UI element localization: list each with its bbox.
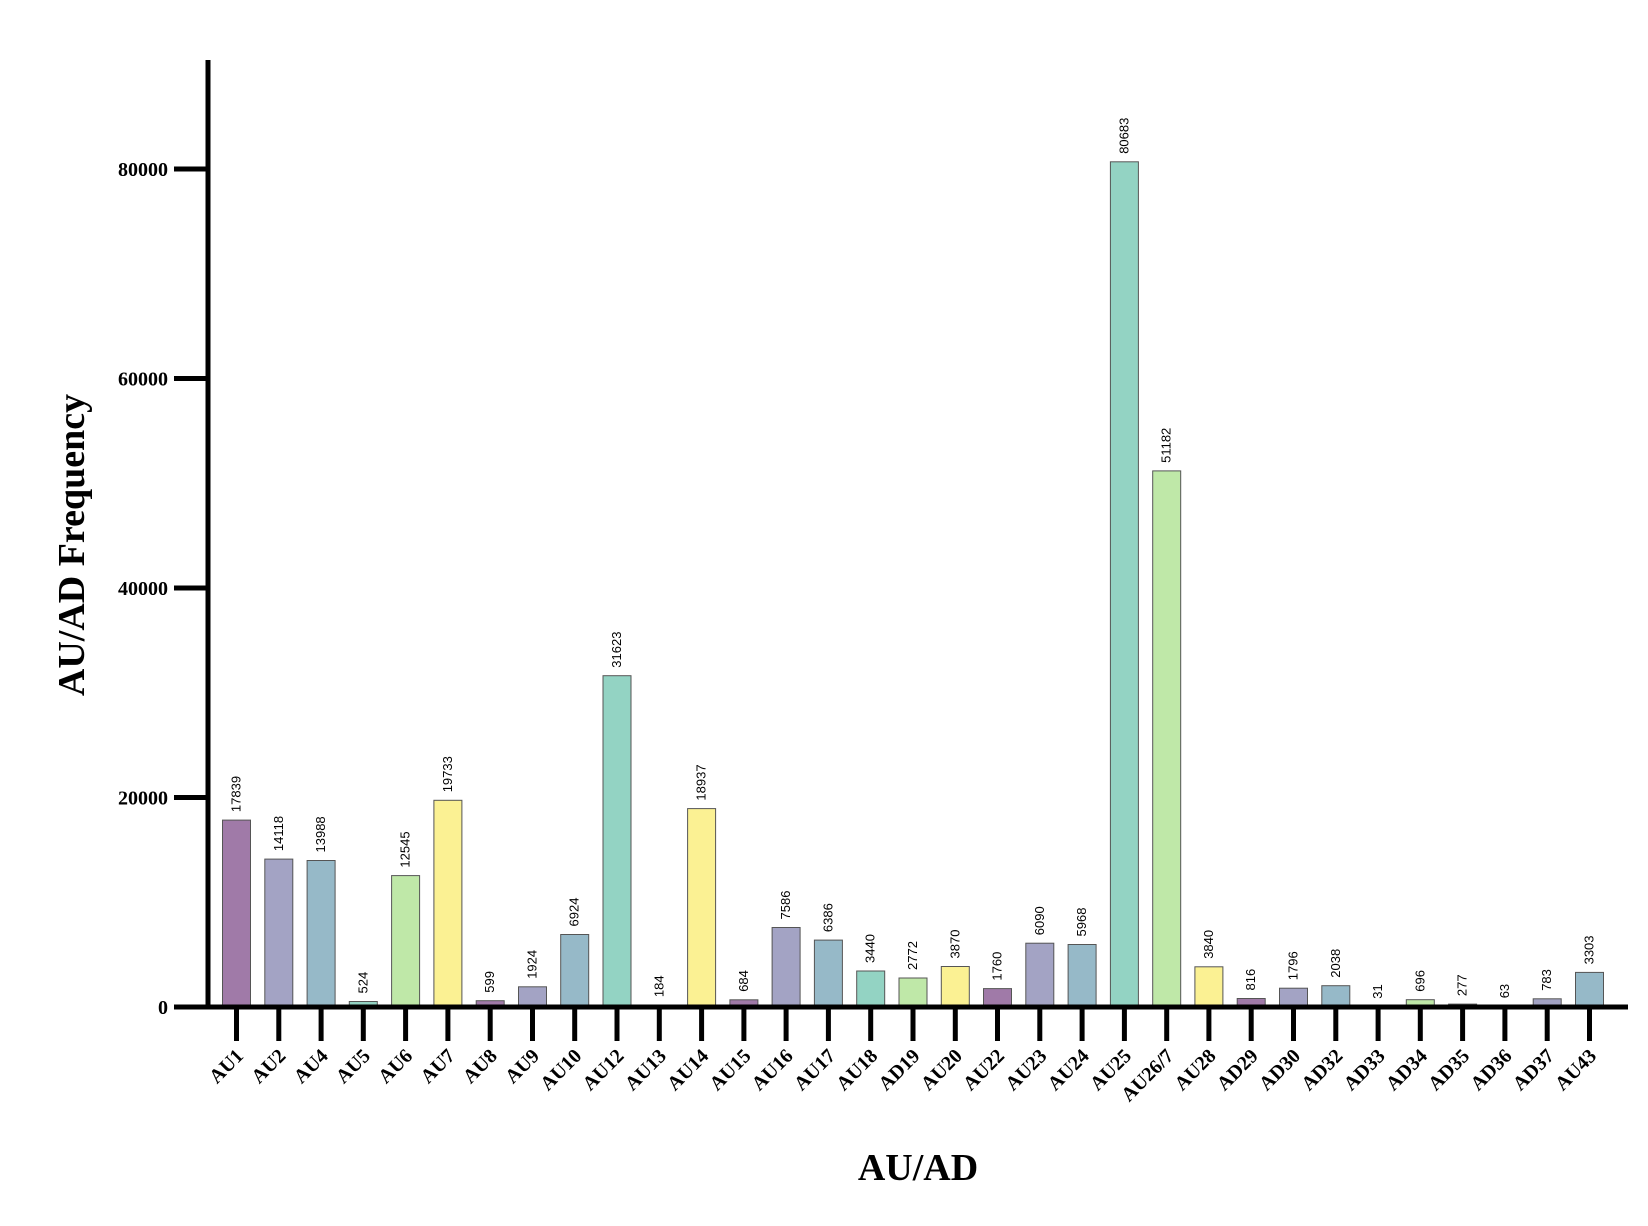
x-tick-label: AD29 [1213,1045,1263,1095]
y-tick-label: 0 [158,997,168,1019]
x-tick-label: AU28 [1170,1045,1220,1095]
data-label: 17839 [229,776,244,812]
data-label: 2038 [1328,949,1343,978]
data-label: 3303 [1582,935,1597,964]
data-label: 31 [1370,984,1385,998]
bar-au14 [687,808,717,1008]
x-tick-label: AU22 [959,1045,1009,1095]
data-labels-group: 17839 14118 13988 524 12545 19733 599 1924 6924 3… [229,118,1597,999]
bar-ad32 [1321,985,1351,1008]
bar-ad19 [898,977,928,1008]
y-ticks-group: 0 20000 40000 60000 80000 [118,159,208,1019]
data-label: 783 [1539,969,1554,991]
data-label: 19733 [440,756,455,792]
data-label: 3840 [1201,930,1216,959]
data-label: 63 [1497,984,1512,998]
x-tick-label: AD19 [874,1045,924,1095]
data-label: 3440 [863,934,878,963]
x-tick-label: AU43 [1551,1045,1601,1095]
x-tick-label: AU1 [205,1045,248,1088]
x-tick-label: AU8 [459,1045,502,1088]
bar-au24 [1067,944,1097,1008]
data-label: 1760 [990,952,1005,981]
x-tick-label: AD35 [1424,1045,1474,1095]
data-label: 2772 [905,941,920,970]
bar-au267 [1152,470,1182,1008]
data-label: 51182 [1159,428,1174,463]
x-tick-label: AD34 [1382,1045,1432,1095]
x-tick-label: AU17 [790,1045,840,1095]
bar-au9 [518,986,547,1008]
data-label: 80683 [1116,118,1131,154]
data-label: 277 [1455,974,1470,996]
bar-au23 [1025,942,1055,1008]
y-tick-label: 20000 [118,788,168,810]
bar-au7 [433,799,463,1008]
bars-group [222,161,1604,1008]
bar-au12 [602,675,632,1008]
bar-au16 [771,927,801,1008]
x-tick-label: AD32 [1297,1045,1347,1095]
bar-au25 [1109,161,1139,1008]
data-label: 6386 [820,903,835,932]
data-label: 6924 [567,898,582,927]
x-tick-label: AD37 [1509,1045,1559,1095]
bar-ad30 [1279,987,1308,1008]
y-tick-label: 40000 [118,578,168,600]
data-label: 13988 [313,816,328,852]
bar-au4 [306,860,336,1008]
data-label: 816 [1243,969,1258,991]
x-tick-label: AU13 [621,1045,671,1095]
data-label: 5968 [1074,908,1089,937]
x-axis-title: AU/AD [858,1147,978,1189]
bar-au18 [856,970,886,1008]
x-tick-label: AU20 [917,1045,967,1095]
x-tick-label: AD33 [1340,1045,1390,1095]
x-ticks-group: AU1 AU2 AU4 AU5 AU6 AU7 AU8 AU9AU10AU12AU13AU14… [205,1007,1601,1106]
data-label: 524 [355,972,370,994]
data-label: 684 [736,970,751,992]
bar-au6 [391,875,421,1008]
y-tick-label: 80000 [118,159,168,181]
data-label: 12545 [398,831,413,867]
data-label: 6090 [1032,906,1047,935]
x-tick-label: AU6 [374,1045,417,1088]
x-tick-label: AU18 [832,1045,882,1095]
bar-au10 [560,934,590,1008]
data-label: 184 [651,975,666,997]
x-tick-label: AU24 [1044,1045,1094,1095]
x-tick-label: AU23 [1001,1045,1051,1095]
x-tick-label: AU10 [536,1045,586,1095]
bar-au20 [940,966,970,1008]
y-tick-label: 60000 [118,369,168,391]
data-label: 7586 [778,891,793,920]
data-label: 18937 [694,764,709,800]
data-label: 599 [482,971,497,993]
x-tick-label: AU14 [663,1045,713,1095]
data-label: 14118 [271,816,286,851]
x-tick-label: AU16 [748,1045,798,1095]
x-tick-label: AU2 [247,1045,290,1088]
bar-au17 [813,939,843,1008]
x-tick-label: AU4 [290,1045,333,1088]
x-tick-label: AU12 [578,1045,628,1095]
bar-au2 [264,858,294,1008]
bar-au22 [983,988,1012,1008]
x-tick-label: AU5 [332,1045,375,1088]
data-label: 696 [1412,970,1427,992]
data-label: 1796 [1286,951,1301,980]
bar-au28 [1194,966,1224,1008]
bar-au43 [1575,971,1604,1008]
x-tick-label: AD36 [1466,1045,1516,1095]
data-label: 1924 [525,950,540,979]
bar-au1 [222,819,251,1008]
data-label: 31623 [609,632,624,668]
x-tick-label: AU15 [705,1045,755,1095]
data-label: 3870 [947,930,962,959]
x-tick-label: AU7 [416,1045,459,1088]
y-axis-title: AU/AD Frequency [51,394,93,696]
x-tick-label: AD30 [1255,1045,1305,1095]
